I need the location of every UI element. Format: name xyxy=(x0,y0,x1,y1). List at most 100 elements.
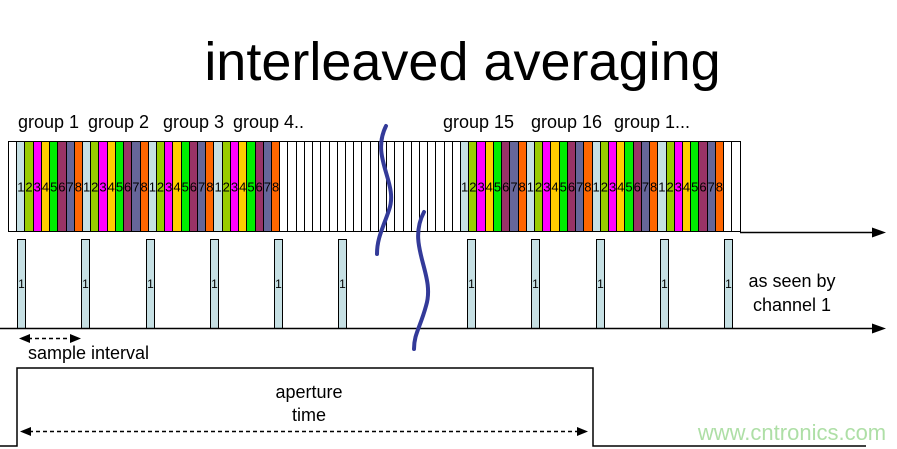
group-label-16: group 16 xyxy=(531,112,603,132)
channel-number: 5 xyxy=(115,179,124,194)
group-label-15: group 15 xyxy=(443,112,515,132)
empty-slot xyxy=(371,142,379,231)
channel1-sample-pulse: 1 xyxy=(17,239,26,329)
empty-slot xyxy=(379,142,388,231)
watermark-text: www.cntronics.com xyxy=(697,420,887,445)
channel-number: 5 xyxy=(691,179,699,194)
empty-slot xyxy=(387,142,396,231)
sample-slot-ch6: 6 xyxy=(189,142,199,231)
channel-number: 6 xyxy=(58,179,66,194)
sample-slot-ch7: 7 xyxy=(708,142,716,231)
channel-number: 6 xyxy=(255,179,263,194)
sample-slot-ch2: 2 xyxy=(91,142,100,231)
empty-slot xyxy=(354,142,363,231)
channel-number: 4 xyxy=(485,179,493,194)
channel-number: 3 xyxy=(543,179,551,194)
sample-slot-ch4: 4 xyxy=(108,142,116,231)
sample-slot-ch4: 4 xyxy=(683,142,692,231)
channel-number: 3 xyxy=(608,179,617,194)
channel1-sample-pulse: 1 xyxy=(81,239,90,329)
channel-number: 4 xyxy=(617,179,625,194)
sample-slot-ch2: 2 xyxy=(666,142,675,231)
channel1-sample-pulse: 1 xyxy=(724,239,733,329)
channel-number: 5 xyxy=(181,179,189,194)
sample-slot-ch3: 3 xyxy=(34,142,42,231)
channel-number: 6 xyxy=(189,179,198,194)
channel-number: 2 xyxy=(156,179,165,194)
sample-slot-ch1: 1 xyxy=(17,142,26,231)
sample-slot-ch7: 7 xyxy=(67,142,75,231)
channel-number: 7 xyxy=(707,179,715,194)
group-label-2: group 2 xyxy=(88,112,150,132)
sample-slot-ch5: 5 xyxy=(50,142,59,231)
group-label-1b: group 1... xyxy=(614,112,691,132)
aperture-time-label: aperture time xyxy=(244,381,374,427)
sample-interval-arrowhead-right-icon xyxy=(70,334,81,343)
sample-slot-ch3: 3 xyxy=(477,142,486,231)
empty-slot xyxy=(428,142,437,231)
sample-slot-ch5: 5 xyxy=(247,142,256,231)
sample-slot-ch4: 4 xyxy=(486,142,494,231)
sample-slot-ch2: 2 xyxy=(223,142,231,231)
empty-slot xyxy=(724,142,733,231)
sample-slot-ch6: 6 xyxy=(567,142,577,231)
channel-number: 6 xyxy=(699,179,707,194)
empty-slot xyxy=(404,142,412,231)
sample-slot-ch3: 3 xyxy=(99,142,108,231)
sample-slot-ch3: 3 xyxy=(230,142,240,231)
aperture-label-line1: aperture xyxy=(275,382,343,402)
sample-slot-ch8: 8 xyxy=(206,142,215,231)
sample-slot-ch1: 1 xyxy=(149,142,157,231)
channel-number: 2 xyxy=(25,179,33,194)
sample-slot-ch6: 6 xyxy=(699,142,708,231)
sample-slot-ch3: 3 xyxy=(675,142,683,231)
sample-slot-ch8: 8 xyxy=(584,142,593,231)
empty-slot xyxy=(313,142,322,231)
channel1-sample-pulse: 1 xyxy=(531,239,540,329)
channel-number: 4 xyxy=(239,179,247,194)
channel-number: 3 xyxy=(165,179,173,194)
channel-number: 3 xyxy=(230,179,239,194)
channel-number: 7 xyxy=(198,179,206,194)
sample-slot-ch6: 6 xyxy=(502,142,511,231)
channel-number: 2 xyxy=(222,179,230,194)
sample-slot-ch3: 3 xyxy=(543,142,552,231)
channel1-sample-pulse: 1 xyxy=(467,239,476,329)
as-seen-by-line2: channel 1 xyxy=(752,295,832,315)
empty-slot xyxy=(395,142,404,231)
empty-slot xyxy=(297,142,305,231)
sample-slot-ch2: 2 xyxy=(601,142,609,231)
channel-number: 2 xyxy=(469,179,477,194)
sample-slot-ch5: 5 xyxy=(625,142,634,231)
channel-number: 6 xyxy=(124,179,132,194)
channel-number: 3 xyxy=(477,179,485,194)
channel-number: 8 xyxy=(271,179,280,194)
empty-slot xyxy=(9,142,18,231)
channel-number: 8 xyxy=(206,179,214,194)
sample-slot-ch7: 7 xyxy=(510,142,519,231)
channel-number: 3 xyxy=(99,179,107,194)
channel-number: 2 xyxy=(91,179,99,194)
channel1-sample-pulse: 1 xyxy=(210,239,219,329)
channel-number: 1 xyxy=(214,179,222,194)
empty-slot xyxy=(420,142,429,231)
as-seen-by-caption: as seen by channel 1 xyxy=(733,269,851,317)
sample-slot-ch7: 7 xyxy=(641,142,651,231)
diagram-title: interleaved averaging xyxy=(204,32,721,92)
channel-number: 6 xyxy=(567,179,576,194)
time-axis-top-arrowhead-icon xyxy=(872,227,886,238)
sample-slot-ch1: 1 xyxy=(214,142,223,231)
sample-slot-ch1: 1 xyxy=(658,142,667,231)
channel-number: 8 xyxy=(650,179,658,194)
channel-number: 1 xyxy=(82,179,91,194)
sample-slot-ch7: 7 xyxy=(198,142,207,231)
channel-number: 5 xyxy=(247,179,255,194)
channel-number: 7 xyxy=(641,179,650,194)
sample-slot-ch6: 6 xyxy=(124,142,133,231)
channel-number: 4 xyxy=(173,179,181,194)
channel-number: 2 xyxy=(600,179,608,194)
sample-slot-ch4: 4 xyxy=(239,142,248,231)
empty-slot xyxy=(453,142,462,231)
time-axis-channel1-arrowhead-icon xyxy=(872,323,886,334)
